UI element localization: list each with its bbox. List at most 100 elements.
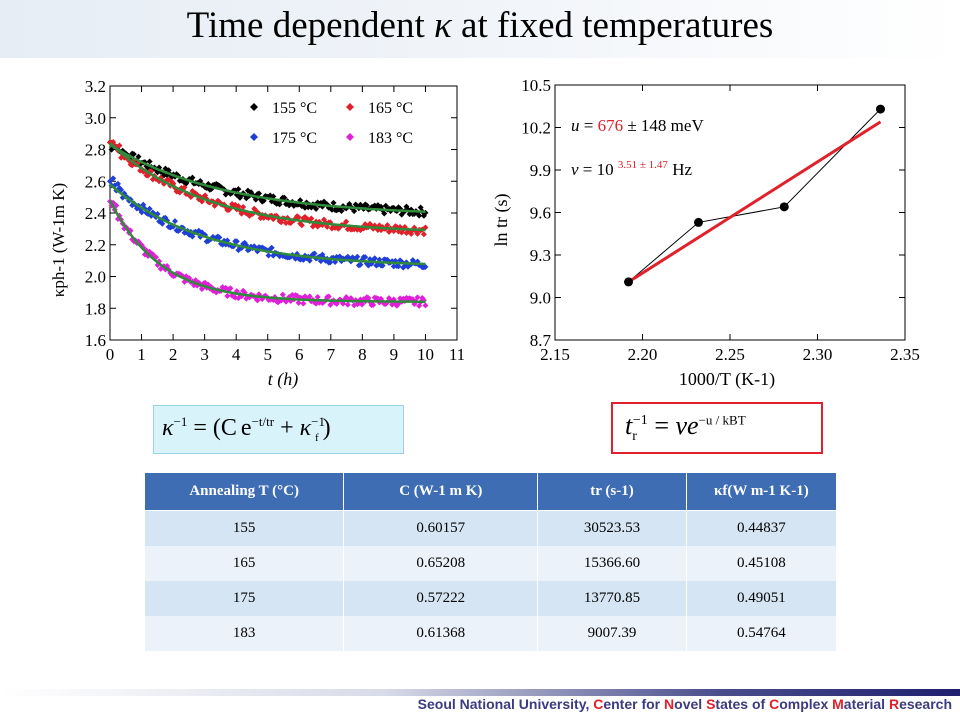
data-point (344, 301, 351, 308)
data-point (138, 209, 145, 216)
y-tick-label: 10.2 (521, 119, 551, 138)
table-cell: 30523.53 (537, 510, 687, 546)
table-header: Annealing T (°C) (143, 472, 345, 511)
data-point (379, 262, 386, 269)
table-header: C (W-1 m K) (343, 472, 539, 511)
data-point (416, 212, 423, 219)
data-point (194, 282, 201, 289)
data-point (370, 301, 377, 308)
data-point (325, 293, 332, 300)
data-point (171, 218, 178, 225)
data-point (343, 218, 350, 225)
y-tick-label: 2.2 (85, 236, 106, 255)
connecting-line (628, 108, 881, 283)
data-point (694, 217, 703, 227)
chart2-data-points (624, 104, 885, 287)
data-point (110, 175, 117, 182)
u-annotation: u = 676 ± 148 meV (571, 116, 704, 135)
y-tick-label: 1.6 (85, 331, 106, 350)
data-point (422, 302, 429, 309)
data-point (279, 291, 286, 298)
data-point (295, 214, 302, 221)
data-point (313, 205, 320, 212)
data-point (308, 215, 315, 222)
data-point (381, 210, 388, 217)
x-tick-label: 2.15 (540, 345, 570, 364)
data-point (384, 256, 391, 263)
y-tick-label: 9.6 (530, 204, 551, 223)
data-point (422, 263, 429, 270)
data-point (295, 299, 302, 306)
table-cell: 0.65208 (343, 546, 539, 581)
data-point (265, 252, 272, 259)
x-tick-label: 4 (232, 345, 241, 364)
table-header: κf(W m-1 K-1) (685, 472, 838, 511)
fit-curve (109, 142, 426, 232)
y-tick-label: 8.7 (530, 331, 552, 350)
y-tick-label: 9.3 (530, 246, 551, 265)
chart1-data-points (107, 138, 429, 309)
table-cell: 155 (143, 510, 345, 546)
data-point (306, 293, 313, 300)
data-point (406, 211, 413, 218)
table-cell: 0.44837 (685, 510, 838, 546)
y-tick-label: 2.0 (85, 268, 106, 287)
chart2-x-axis-label: 1000/T (K-1) (679, 369, 775, 390)
data-point (189, 174, 196, 181)
page-title: Time dependent κ at fixed temperatures (186, 5, 774, 46)
footer-divider (0, 689, 960, 696)
legend-marker (250, 103, 258, 111)
data-point (359, 301, 366, 308)
data-point (227, 285, 234, 292)
y-tick-label: 9.0 (530, 289, 551, 308)
data-point (400, 264, 407, 271)
data-point (197, 177, 204, 184)
x-tick-label: 9 (390, 345, 399, 364)
charts-area: 0 1 2 3 4 5 6 7 8 9 10 11 1.6 1.8 2.0 2.2 2.4 2.6 2.8 3.0 3.… (49, 76, 920, 390)
x-tick-label: 2.30 (803, 345, 833, 364)
x-tick-label: 7 (327, 345, 336, 364)
chart2-y-axis-label: ln tr (s) (491, 194, 512, 247)
data-point (156, 178, 163, 185)
chart2-ticks: 2.15 2.20 2.25 2.30 2.35 8.7 9.0 9.3 9.6 9.9 10.2 1… (521, 76, 920, 364)
table-cell: 0.57222 (343, 581, 539, 616)
data-point (311, 250, 318, 257)
legend-marker (346, 103, 354, 111)
data-point (624, 277, 633, 287)
y-tick-label: 10.5 (521, 76, 551, 95)
data-point (338, 207, 345, 214)
legend-label: 183 °C (368, 130, 413, 147)
data-point (332, 258, 339, 265)
data-point (256, 190, 263, 197)
x-tick-label: 11 (449, 345, 465, 364)
data-point (314, 293, 321, 300)
data-point (146, 158, 153, 165)
legend-marker (250, 133, 258, 141)
table-cell: 9007.39 (537, 616, 687, 651)
data-point (351, 208, 358, 215)
data-point (216, 234, 223, 241)
data-point (179, 273, 186, 280)
arrhenius-formula: tr−1 = ve−u / kBT (611, 402, 823, 454)
chart2-lines (627, 108, 882, 284)
legend-marker (346, 133, 354, 141)
data-point (300, 300, 307, 307)
fit-curve (109, 143, 426, 213)
linear-fit-line (627, 120, 882, 284)
data-point (420, 231, 427, 238)
x-tick-label: 2.25 (715, 345, 745, 364)
data-point (181, 184, 188, 191)
table-cell: 0.60157 (343, 510, 539, 546)
fit-curve (109, 183, 426, 266)
table-row: 155 0.60157 30523.53 0.44837 (143, 510, 838, 546)
legend-label: 155 °C (272, 100, 317, 117)
x-tick-label: 2.20 (628, 345, 658, 364)
chart1-legend: 155 °C 165 °C 175 °C 183 °C (250, 100, 413, 147)
data-point (235, 186, 242, 193)
title-bar (0, 0, 960, 58)
table-row: 183 0.61368 9007.39 0.54764 (143, 616, 838, 651)
kappa-symbol: κ (434, 5, 452, 46)
data-point (224, 293, 231, 300)
data-point (357, 261, 364, 268)
table-cell: 0.61368 (343, 616, 539, 651)
